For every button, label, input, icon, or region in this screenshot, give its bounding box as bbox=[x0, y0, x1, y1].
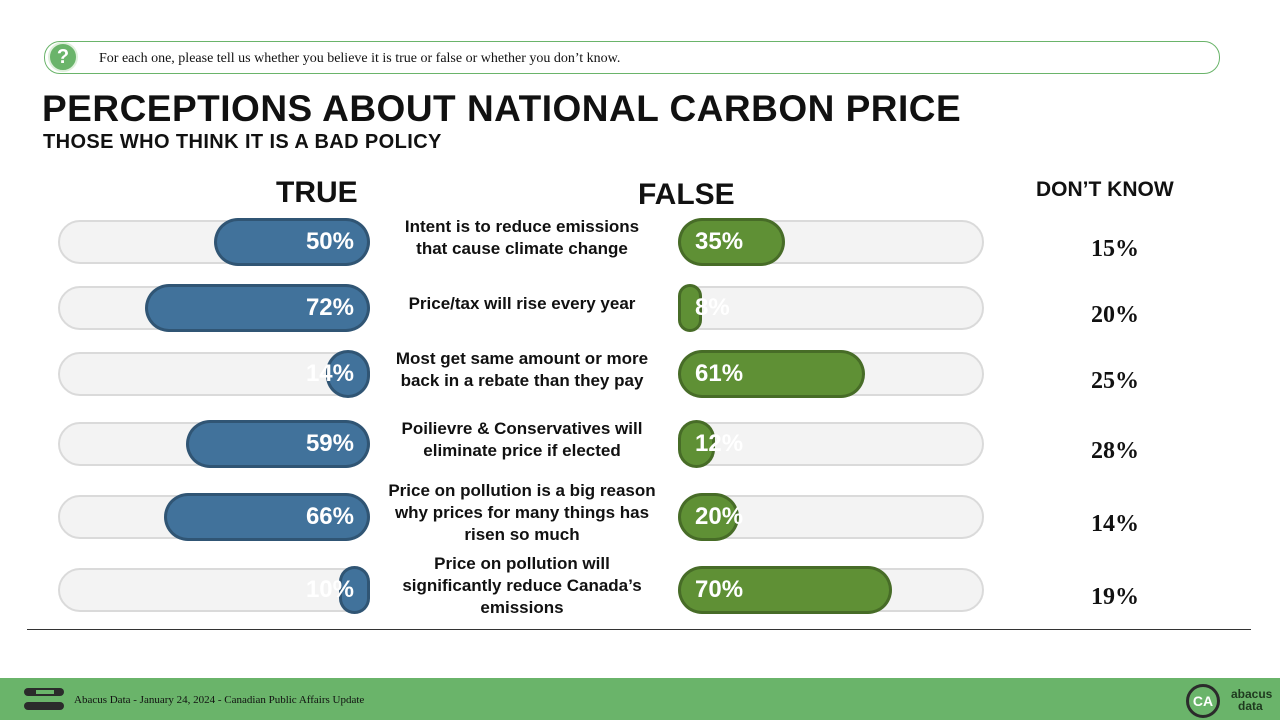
bar bbox=[164, 493, 370, 541]
bar bbox=[678, 284, 703, 332]
legend-dont-know: DON’T KNOW bbox=[1036, 178, 1174, 201]
footer-text: Abacus Data - January 24, 2024 - Canadia… bbox=[74, 694, 365, 706]
bar bbox=[338, 566, 370, 614]
bar bbox=[678, 566, 893, 614]
data-label: 10% bbox=[305, 576, 354, 603]
data-label: 59% bbox=[305, 430, 354, 457]
bar bbox=[678, 420, 715, 468]
logo-badge: CA bbox=[1186, 684, 1220, 718]
track bbox=[58, 568, 370, 612]
question-box bbox=[44, 41, 1220, 74]
bar bbox=[185, 420, 370, 468]
category-label: Most get same amount or more back in a r… bbox=[395, 349, 649, 390]
category-label: Price on pollution is a big reason why p… bbox=[388, 481, 656, 544]
divider bbox=[27, 629, 1251, 630]
data-label: 50% bbox=[305, 228, 354, 255]
data-label: 14% bbox=[305, 360, 354, 387]
category-label: Price/tax will rise every year bbox=[408, 294, 636, 313]
track bbox=[678, 422, 984, 466]
footer-band bbox=[0, 678, 1280, 720]
track bbox=[58, 352, 370, 396]
logo-text-1: abacus bbox=[1231, 687, 1273, 701]
data-label: 20% bbox=[695, 503, 744, 530]
track bbox=[678, 286, 984, 330]
legend-true: TRUE bbox=[276, 176, 358, 209]
category-label: Price on pollution will significantly re… bbox=[402, 554, 642, 617]
data-label: 72% bbox=[305, 294, 354, 321]
data-label: 35% bbox=[695, 228, 744, 255]
category-label: Intent is to reduce emissions that cause… bbox=[404, 217, 640, 258]
bar bbox=[678, 218, 786, 266]
chart-subtitle: THOSE WHO THINK IT IS A BAD POLICY bbox=[43, 131, 442, 153]
bar bbox=[678, 350, 865, 398]
bar bbox=[214, 218, 370, 266]
data-label: 70% bbox=[695, 576, 744, 603]
question-icon: ? bbox=[48, 42, 78, 72]
data-label: 20% bbox=[1091, 302, 1139, 328]
data-label: 25% bbox=[1091, 368, 1139, 394]
data-label: 61% bbox=[695, 360, 744, 387]
footer-icon bbox=[24, 688, 64, 710]
logo-text-2: data bbox=[1238, 699, 1263, 713]
bar bbox=[678, 493, 740, 541]
category-label: Poilievre & Conservatives will eliminate… bbox=[401, 419, 643, 460]
data-label: 28% bbox=[1091, 438, 1139, 464]
data-label: 14% bbox=[1091, 511, 1139, 537]
data-label: 8% bbox=[695, 294, 730, 321]
chart-title: PERCEPTIONS ABOUT NATIONAL CARBON PRICE bbox=[42, 88, 962, 129]
data-label: 15% bbox=[1091, 236, 1139, 262]
data-label: 12% bbox=[695, 430, 744, 457]
data-label: 19% bbox=[1091, 584, 1139, 610]
question: For each one, please tell us whether you… bbox=[99, 51, 621, 66]
bar bbox=[326, 350, 370, 398]
bar bbox=[145, 284, 370, 332]
legend-false: FALSE bbox=[638, 178, 735, 211]
data-label: 66% bbox=[305, 503, 354, 530]
